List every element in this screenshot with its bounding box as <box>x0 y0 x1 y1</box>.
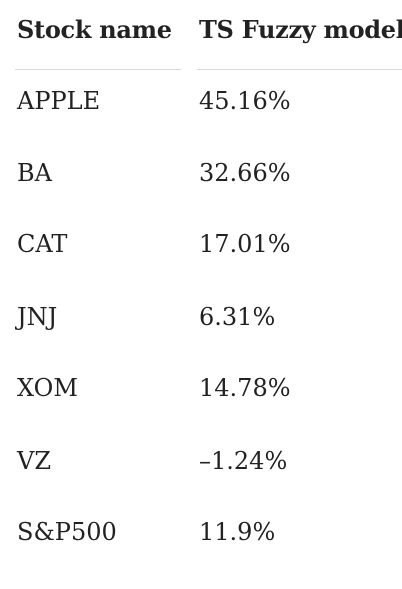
stock-name-cell: BA <box>17 159 52 187</box>
stock-name-cell: CAT <box>17 230 68 258</box>
stock-name-cell: JNJ <box>17 303 58 331</box>
table-row: CAT 17.01% <box>0 229 402 301</box>
table-row: VZ –1.24% <box>0 446 402 518</box>
ts-fuzzy-value-cell: 11.9% <box>199 518 276 546</box>
stock-name-cell: XOM <box>17 374 78 402</box>
table-row: JNJ 6.31% <box>0 302 402 374</box>
table-header-row: Stock name TS Fuzzy model <box>0 0 402 72</box>
stock-name-cell: S&P500 <box>17 518 117 546</box>
ts-fuzzy-value-cell: 45.16% <box>199 87 291 115</box>
ts-fuzzy-value-cell: 6.31% <box>199 303 276 331</box>
ts-fuzzy-value-cell: 17.01% <box>199 230 291 258</box>
header-divider-stock-name <box>15 69 181 70</box>
table-row: BA 32.66% <box>0 158 402 230</box>
header-divider-ts-fuzzy-model <box>197 69 402 70</box>
results-table: Stock name TS Fuzzy model APPLE 45.16% B… <box>0 0 402 546</box>
table-row: S&P500 11.9% <box>0 517 402 589</box>
column-header-stock-name: Stock name <box>17 15 172 44</box>
table-row: APPLE 45.16% <box>0 86 402 158</box>
ts-fuzzy-value-cell: 14.78% <box>199 374 291 402</box>
stock-name-cell: VZ <box>17 447 52 475</box>
stock-name-cell: APPLE <box>17 87 101 115</box>
ts-fuzzy-value-cell: 32.66% <box>199 159 291 187</box>
table-row: XOM 14.78% <box>0 373 402 445</box>
ts-fuzzy-value-cell: –1.24% <box>199 447 288 475</box>
column-header-ts-fuzzy-model: TS Fuzzy model <box>199 15 402 44</box>
